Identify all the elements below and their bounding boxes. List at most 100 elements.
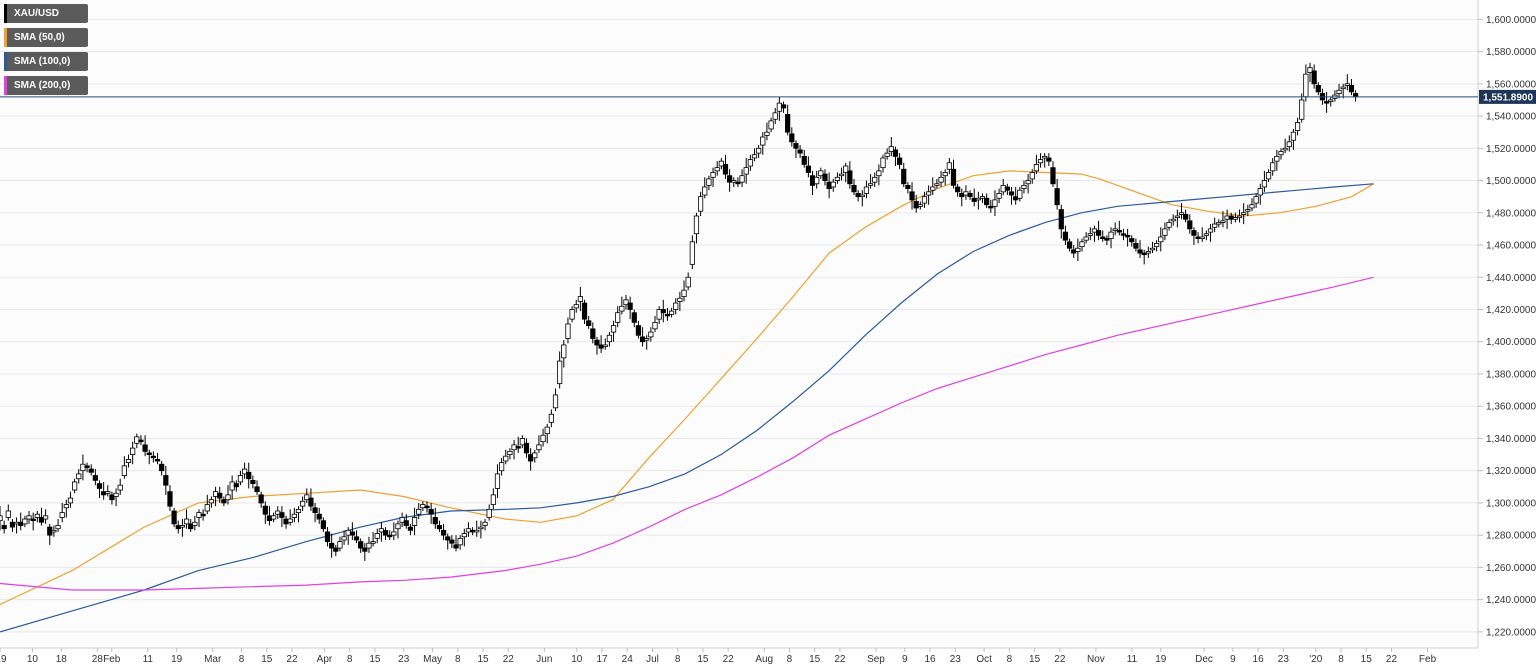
candle-body bbox=[271, 515, 277, 520]
candle-body bbox=[63, 504, 69, 509]
candle-body bbox=[279, 512, 285, 518]
legend-item-sma-100[interactable]: SMA (100,0) bbox=[4, 52, 88, 71]
candle-body bbox=[1091, 228, 1098, 233]
candle-body bbox=[34, 513, 40, 518]
candle-body bbox=[801, 155, 807, 165]
candle-body bbox=[1158, 236, 1164, 243]
candle-body bbox=[1104, 238, 1110, 241]
candle-body bbox=[420, 504, 426, 509]
candle-body bbox=[1095, 230, 1102, 236]
x-tick-label: 8 bbox=[787, 654, 793, 665]
candle-body bbox=[59, 512, 65, 518]
candle-body bbox=[971, 197, 977, 202]
x-tick-label: 23 bbox=[950, 654, 962, 665]
candle-body bbox=[511, 444, 517, 451]
candle-body bbox=[834, 176, 841, 181]
x-tick-label: 19 bbox=[1155, 654, 1167, 665]
candle-body bbox=[710, 172, 716, 178]
x-tick-label: 28 bbox=[92, 654, 104, 665]
x-tick-label: 15 bbox=[477, 654, 489, 665]
candlesticks bbox=[0, 62, 1359, 561]
candle-body bbox=[764, 131, 770, 136]
candle-body bbox=[847, 170, 853, 185]
candle-body bbox=[872, 176, 878, 183]
candle-body bbox=[26, 515, 32, 520]
candle-body bbox=[926, 191, 932, 196]
x-tick-label: 24 bbox=[622, 654, 634, 665]
candle-body bbox=[411, 517, 418, 526]
candle-body bbox=[1013, 196, 1019, 201]
candle-body bbox=[1249, 204, 1255, 209]
candle-body bbox=[179, 525, 186, 528]
y-tick-label: 1,440.0000 bbox=[1486, 273, 1536, 284]
y-tick-label: 1,580.0000 bbox=[1486, 47, 1536, 58]
candle-body bbox=[159, 463, 165, 472]
candle-body bbox=[780, 104, 787, 109]
legend-label: SMA (200,0) bbox=[14, 80, 71, 91]
candle-body bbox=[984, 197, 990, 206]
x-tick-label: 8 bbox=[455, 654, 461, 665]
candle-body bbox=[1257, 188, 1263, 196]
candle-body bbox=[175, 525, 181, 530]
candle-body bbox=[884, 152, 890, 157]
candle-body bbox=[552, 394, 559, 409]
legend-item-sma-50[interactable]: SMA (50,0) bbox=[4, 28, 88, 47]
candle-body bbox=[163, 475, 169, 486]
candle-body bbox=[171, 510, 177, 525]
legend-item-sma-200[interactable]: SMA (200,0) bbox=[4, 76, 88, 95]
plot-background bbox=[0, 0, 1478, 648]
candle-body bbox=[337, 541, 343, 549]
candle-body bbox=[938, 176, 944, 183]
candle-body bbox=[809, 175, 816, 186]
candle-body bbox=[237, 475, 244, 483]
candle-body bbox=[905, 184, 911, 189]
candle-body bbox=[1004, 186, 1010, 191]
candle-body bbox=[1311, 70, 1317, 85]
candle-body bbox=[1046, 157, 1052, 162]
x-tick-label: 8 bbox=[1007, 654, 1013, 665]
y-tick-label: 1,360.0000 bbox=[1486, 402, 1536, 413]
candle-body bbox=[403, 520, 409, 526]
x-tick-label: 10 bbox=[571, 654, 583, 665]
candle-body bbox=[1174, 215, 1180, 219]
candle-body bbox=[515, 446, 521, 449]
x-tick-label: Oct bbox=[976, 654, 992, 665]
candle-body bbox=[892, 149, 899, 157]
x-tick-label: 22 bbox=[1386, 654, 1398, 665]
candle-body bbox=[785, 114, 791, 133]
candle-body bbox=[693, 215, 700, 235]
candle-body bbox=[275, 510, 281, 515]
candle-body bbox=[1203, 233, 1209, 236]
candle-body bbox=[76, 473, 82, 480]
candle-body bbox=[395, 523, 401, 530]
candle-body bbox=[789, 133, 795, 143]
y-tick-label: 1,480.0000 bbox=[1486, 208, 1536, 219]
candle-body bbox=[1079, 241, 1085, 248]
candle-body bbox=[1183, 213, 1189, 220]
legend-item-xauusd[interactable]: XAU/USD bbox=[4, 4, 88, 23]
candle-body bbox=[532, 452, 538, 459]
x-tick-label: 8 bbox=[347, 654, 353, 665]
candle-body bbox=[793, 143, 799, 149]
candle-body bbox=[979, 196, 986, 199]
candle-body bbox=[208, 499, 215, 504]
x-tick-label: Nov bbox=[1087, 654, 1105, 665]
candle-body bbox=[540, 434, 546, 443]
candle-body bbox=[818, 170, 824, 177]
candle-body bbox=[934, 183, 940, 186]
candle-body bbox=[1037, 159, 1044, 164]
candle-body bbox=[660, 309, 666, 314]
candle-body bbox=[254, 486, 260, 493]
x-tick-label: '19 bbox=[0, 654, 7, 665]
candle-body bbox=[469, 529, 476, 533]
candle-body bbox=[0, 515, 3, 522]
legend-swatch bbox=[4, 76, 7, 95]
candle-body bbox=[67, 497, 74, 504]
candle-body bbox=[880, 157, 886, 169]
y-tick-label: 1,280.0000 bbox=[1486, 531, 1536, 542]
candle-body bbox=[1166, 222, 1172, 228]
candle-body bbox=[565, 323, 571, 339]
candle-body bbox=[188, 523, 194, 530]
candle-body bbox=[486, 508, 492, 518]
